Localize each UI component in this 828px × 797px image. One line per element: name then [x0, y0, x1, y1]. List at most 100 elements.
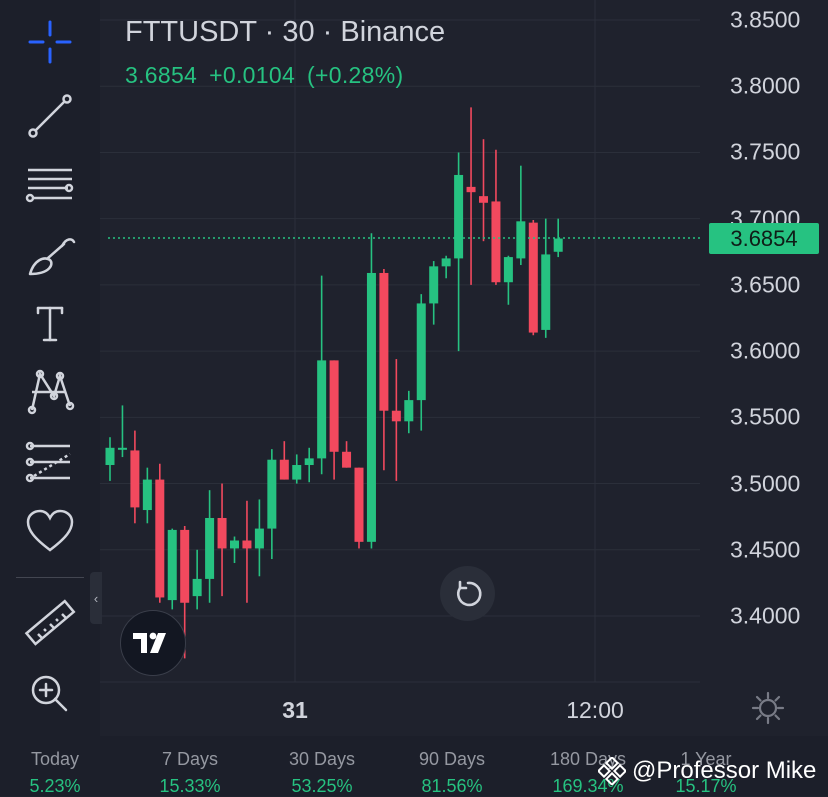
trend-line-icon	[28, 94, 72, 138]
crosshair-tool[interactable]	[24, 16, 76, 68]
gear-icon	[751, 691, 785, 725]
candle	[516, 165, 526, 266]
candle-body	[391, 410, 401, 422]
prediction-tool[interactable]	[24, 436, 76, 488]
prediction-icon	[25, 441, 71, 483]
candle-body	[454, 174, 464, 259]
candle-body	[516, 221, 526, 259]
text-tool[interactable]	[24, 298, 76, 350]
performance-strip	[0, 736, 828, 796]
performance-period[interactable]: 30 Days 53.25%	[289, 749, 355, 797]
performance-label: 1 Year	[680, 749, 732, 769]
candle-body	[379, 272, 389, 411]
candle	[254, 499, 264, 577]
candle	[479, 139, 488, 242]
price-summary: 3.6854 +0.0104 (+0.28%)	[125, 62, 415, 89]
pattern-icon	[27, 369, 75, 415]
performance-value: 15.33%	[159, 776, 221, 796]
candle	[441, 255, 451, 279]
candle	[242, 500, 252, 603]
price-axis-label: 3.6500	[730, 271, 801, 298]
zoom-in-tool[interactable]	[24, 668, 76, 720]
zoom-in-icon	[31, 675, 68, 712]
binance-logo-icon	[598, 757, 626, 785]
watermark: @Professor Mike	[598, 757, 816, 785]
time-axis-label: 31	[282, 697, 308, 723]
candle	[391, 359, 401, 481]
candle-body	[142, 479, 152, 511]
time-axis-label: 12:00	[566, 697, 624, 723]
candle-body	[479, 196, 488, 203]
chart-grid	[100, 0, 700, 683]
candle	[142, 467, 152, 524]
fib-retracement-tool[interactable]	[24, 160, 76, 212]
candle-body	[466, 186, 476, 193]
price-chart[interactable]	[100, 0, 700, 736]
price-axis-label: 3.8500	[730, 6, 801, 33]
candles	[105, 107, 563, 659]
brush-icon	[28, 238, 76, 276]
watermark-text: @Professor Mike	[632, 757, 817, 784]
price-axis-label: 3.8000	[730, 72, 801, 99]
candle	[329, 360, 339, 480]
candle	[292, 454, 302, 484]
candle-body	[329, 360, 339, 452]
candle	[167, 528, 177, 610]
candle	[354, 467, 364, 549]
candle-body	[155, 479, 165, 598]
candle	[503, 255, 513, 305]
toolbar-divider	[16, 577, 84, 578]
last-price-badge: 3.6854	[709, 223, 819, 254]
candle-body	[342, 451, 352, 468]
performance-period[interactable]: 1 Year 15.17%	[675, 749, 736, 797]
candle	[528, 219, 538, 336]
candle	[404, 390, 414, 434]
candle	[304, 447, 314, 483]
candle-body	[105, 447, 115, 466]
performance-value: 15.17%	[675, 776, 737, 796]
candle-body	[167, 529, 177, 601]
performance-period[interactable]: Today 5.23%	[29, 749, 80, 797]
candle	[317, 275, 327, 475]
candle	[342, 441, 352, 468]
candle-body	[429, 266, 439, 304]
performance-value: 5.23%	[29, 776, 81, 796]
candle-body	[267, 459, 277, 529]
reset-icon	[456, 580, 482, 606]
candle-body	[404, 400, 414, 422]
performance-period[interactable]: 7 Days 15.33%	[159, 749, 220, 797]
candle-body	[366, 272, 376, 542]
candle-body	[117, 447, 127, 450]
text-icon	[36, 306, 64, 342]
performance-label: Today	[30, 749, 80, 769]
pattern-tool[interactable]	[24, 366, 76, 418]
trend-line-tool[interactable]	[24, 90, 76, 142]
reset-chart-button[interactable]	[440, 566, 495, 621]
candle	[205, 490, 215, 603]
candle	[267, 449, 277, 560]
candle	[366, 233, 376, 549]
candle-body	[541, 254, 551, 330]
chart-settings-button[interactable]	[750, 690, 786, 726]
candle	[379, 268, 389, 471]
favorites-tool[interactable]	[24, 506, 76, 558]
candle	[155, 463, 165, 603]
candle-body	[441, 258, 451, 267]
toolbar-collapse-button[interactable]: ‹	[90, 572, 102, 624]
ruler-icon	[24, 599, 76, 646]
brush-tool[interactable]	[24, 230, 76, 282]
tradingview-logo	[120, 610, 186, 676]
price-axis-label: 3.4000	[730, 602, 801, 629]
performance-period[interactable]: 90 Days 81.56%	[419, 749, 485, 797]
candle-body	[528, 222, 538, 333]
ruler-tool[interactable]	[24, 598, 76, 650]
tradingview-logo-icon	[133, 632, 166, 653]
price-axis-label: 3.6000	[730, 337, 801, 364]
candle	[429, 261, 439, 325]
candle	[105, 437, 115, 481]
candle-body	[354, 467, 364, 542]
favorites-icon	[26, 509, 74, 552]
performance-label: 90 Days	[418, 749, 486, 769]
candle	[230, 536, 239, 564]
candle-body	[242, 540, 252, 549]
